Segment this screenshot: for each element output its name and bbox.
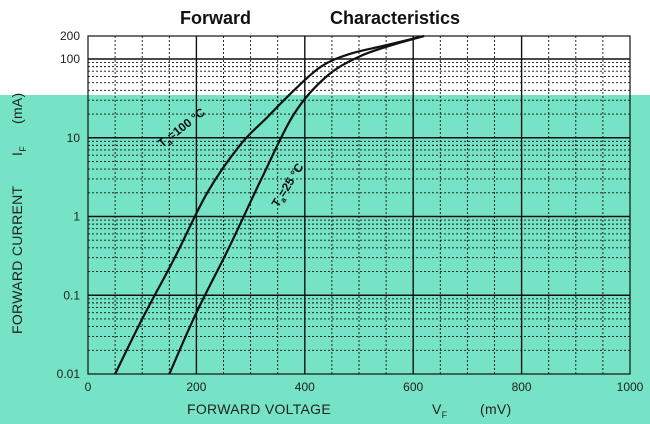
curve-label-25c: Ta=25 °C — [269, 160, 309, 210]
y-axis-unit: (mA) — [9, 92, 25, 124]
chart-title-right: Characteristics — [330, 8, 460, 28]
x-tick-label: 600 — [403, 380, 423, 394]
series-layer — [114, 34, 425, 375]
x-axis-title: FORWARD VOLTAGE — [187, 401, 331, 417]
curve-label-100c: Ta=100 °C — [155, 105, 209, 152]
y-axis-symbol-sub: F — [18, 146, 28, 152]
series-line-ta-100c — [114, 34, 425, 375]
y-tick-label: 0.01 — [57, 367, 81, 381]
y-tick-label: 0.1 — [63, 288, 80, 302]
y-tick-label: 100 — [60, 52, 80, 66]
grid — [88, 36, 630, 374]
y-axis-title-group: FORWARD CURRENT IF (mA) — [9, 92, 28, 334]
x-axis-unit: (mV) — [480, 401, 512, 417]
x-axis-symbol-sub: F — [442, 410, 448, 420]
series-line-ta-25c — [168, 34, 425, 375]
chart-title-left: Forward — [180, 8, 251, 28]
tick-labels: 0 200 400 600 800 1000 0.01 0.1 1 10 100 200 — [57, 29, 644, 394]
x-tick-label: 800 — [512, 380, 532, 394]
plot-frame — [87, 35, 631, 375]
y-tick-label: 10 — [67, 131, 81, 145]
x-tick-label: 1000 — [617, 380, 644, 394]
y-tick-label: 200 — [60, 29, 80, 43]
x-axis-symbol: VF — [432, 401, 448, 420]
x-axis-symbol-main: V — [432, 401, 442, 417]
x-tick-label: 200 — [186, 380, 206, 394]
y-axis-symbol: IF — [9, 146, 28, 156]
y-axis-title: FORWARD CURRENT — [9, 185, 25, 334]
x-tick-label: 0 — [85, 380, 92, 394]
y-tick-label: 1 — [73, 210, 80, 224]
y-axis-symbol-main: I — [9, 152, 25, 156]
x-tick-label: 400 — [295, 380, 315, 394]
